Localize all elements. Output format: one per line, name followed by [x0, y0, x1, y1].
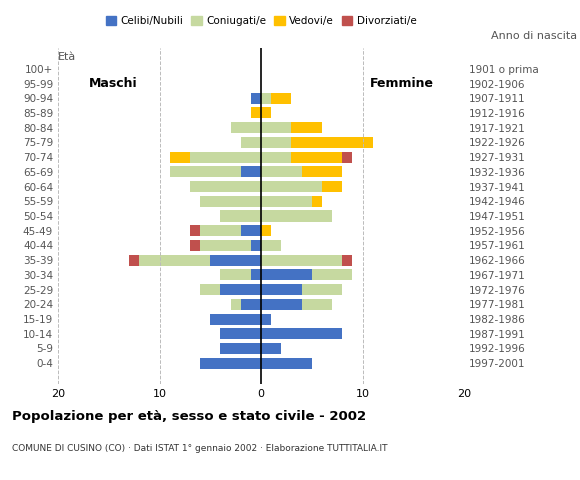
Bar: [261, 299, 302, 310]
Bar: [220, 210, 261, 222]
Bar: [261, 269, 311, 280]
Bar: [342, 152, 352, 163]
Bar: [200, 358, 261, 369]
Bar: [302, 299, 332, 310]
Bar: [261, 93, 271, 104]
Bar: [220, 328, 261, 339]
Bar: [261, 122, 291, 133]
Bar: [261, 240, 281, 251]
Bar: [261, 152, 291, 163]
Bar: [190, 240, 200, 251]
Bar: [261, 210, 332, 222]
Bar: [200, 196, 261, 207]
Bar: [190, 181, 261, 192]
Bar: [271, 93, 291, 104]
Bar: [190, 152, 261, 163]
Bar: [261, 343, 281, 354]
Bar: [261, 284, 302, 295]
Bar: [251, 93, 261, 104]
Bar: [261, 196, 311, 207]
Bar: [302, 166, 342, 177]
Bar: [220, 343, 261, 354]
Bar: [241, 166, 261, 177]
Text: Femmine: Femmine: [369, 77, 433, 90]
Bar: [230, 299, 241, 310]
Bar: [261, 313, 271, 324]
Bar: [129, 255, 139, 266]
Text: Maschi: Maschi: [88, 77, 137, 90]
Bar: [210, 313, 261, 324]
Bar: [261, 255, 342, 266]
Bar: [241, 299, 261, 310]
Bar: [291, 152, 342, 163]
Bar: [261, 358, 311, 369]
Bar: [251, 269, 261, 280]
Bar: [261, 166, 302, 177]
Bar: [311, 269, 352, 280]
Bar: [251, 108, 261, 119]
Bar: [200, 225, 241, 236]
Bar: [251, 240, 261, 251]
Legend: Celibi/Nubili, Coniugati/e, Vedovi/e, Divorziati/e: Celibi/Nubili, Coniugati/e, Vedovi/e, Di…: [103, 13, 419, 29]
Text: Età: Età: [58, 52, 76, 62]
Text: Popolazione per età, sesso e stato civile - 2002: Popolazione per età, sesso e stato civil…: [12, 410, 366, 423]
Text: Anno di nascita: Anno di nascita: [491, 31, 577, 41]
Text: COMUNE DI CUSINO (CO) · Dati ISTAT 1° gennaio 2002 · Elaborazione TUTTITALIA.IT: COMUNE DI CUSINO (CO) · Dati ISTAT 1° ge…: [12, 444, 387, 453]
Bar: [342, 255, 352, 266]
Bar: [169, 152, 190, 163]
Bar: [261, 181, 322, 192]
Bar: [261, 225, 271, 236]
Bar: [261, 137, 291, 148]
Bar: [311, 196, 322, 207]
Bar: [291, 137, 372, 148]
Bar: [139, 255, 210, 266]
Bar: [200, 240, 251, 251]
Bar: [220, 269, 251, 280]
Bar: [230, 122, 261, 133]
Bar: [190, 225, 200, 236]
Bar: [241, 137, 261, 148]
Bar: [302, 284, 342, 295]
Bar: [200, 284, 220, 295]
Bar: [261, 328, 342, 339]
Bar: [220, 284, 261, 295]
Bar: [261, 108, 271, 119]
Bar: [210, 255, 261, 266]
Bar: [291, 122, 322, 133]
Bar: [241, 225, 261, 236]
Bar: [169, 166, 241, 177]
Bar: [322, 181, 342, 192]
